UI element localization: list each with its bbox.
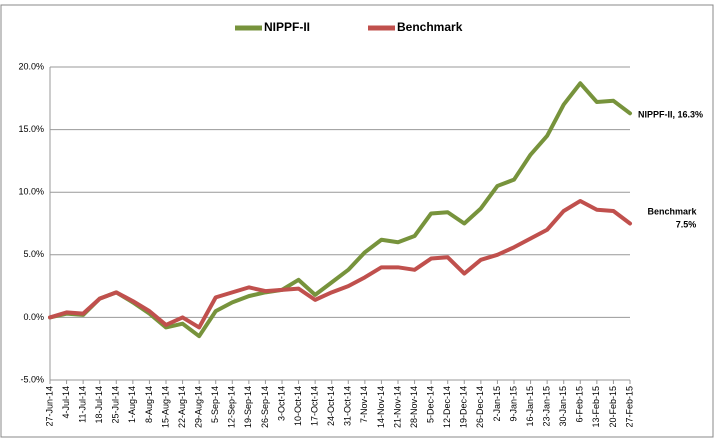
x-tick-label: 21-Nov-14 bbox=[392, 386, 402, 428]
x-tick-label: 26-Dec-14 bbox=[475, 386, 485, 428]
series-line bbox=[48, 198, 632, 330]
x-tick-label: 3-Oct-14 bbox=[276, 386, 286, 421]
x-tick-label: 30-Jan-15 bbox=[558, 386, 568, 427]
x-tick-label: 18-Jul-14 bbox=[94, 386, 104, 424]
legend-label: NIPPF-II bbox=[264, 20, 310, 34]
x-tick-label: 24-Oct-14 bbox=[326, 386, 336, 426]
x-tick-label: 25-Jul-14 bbox=[111, 386, 121, 424]
y-tick-label: 15.0% bbox=[18, 124, 44, 134]
y-tick-label: 20.0% bbox=[18, 61, 44, 71]
x-tick-label: 7-Nov-14 bbox=[359, 386, 369, 423]
x-tick-label: 4-Jul-14 bbox=[61, 386, 71, 419]
x-tick-label: 16-Jan-15 bbox=[525, 386, 535, 427]
x-tick-label: 13-Feb-15 bbox=[591, 386, 601, 428]
x-tick-label: 19-Dec-14 bbox=[459, 386, 469, 428]
y-tick-label: -5.0% bbox=[20, 374, 44, 384]
x-tick-label: 20-Feb-15 bbox=[608, 386, 618, 428]
x-tick-label: 19-Sep-14 bbox=[243, 386, 253, 428]
x-tick-label: 10-Oct-14 bbox=[293, 386, 303, 426]
annotation: 7.5% bbox=[676, 219, 697, 229]
x-tick-label: 27-Feb-15 bbox=[624, 386, 634, 428]
y-tick-label: 0.0% bbox=[23, 312, 44, 322]
x-tick-label: 6-Feb-15 bbox=[575, 386, 585, 423]
y-tick-label: 10.0% bbox=[18, 187, 44, 197]
x-tick-label: 29-Aug-14 bbox=[194, 386, 204, 428]
y-tick-label: 5.0% bbox=[23, 249, 44, 259]
annotation: Benchmark bbox=[647, 206, 697, 216]
x-tick-label: 2-Jan-15 bbox=[492, 386, 502, 422]
x-tick-label: 15-Aug-14 bbox=[160, 386, 170, 428]
x-tick-label: 22-Aug-14 bbox=[177, 386, 187, 428]
x-tick-label: 14-Nov-14 bbox=[376, 386, 386, 428]
annotation: NIPPF-II, 16.3% bbox=[638, 109, 703, 119]
x-tick-label: 11-Jul-14 bbox=[78, 386, 88, 423]
x-tick-label: 28-Nov-14 bbox=[409, 386, 419, 428]
x-tick-label: 27-Jun-14 bbox=[44, 386, 54, 427]
x-tick-label: 17-Oct-14 bbox=[310, 386, 320, 426]
legend-label: Benchmark bbox=[397, 20, 463, 34]
chart-frame bbox=[0, 4, 714, 438]
x-tick-label: 26-Sep-14 bbox=[260, 386, 270, 428]
x-tick-label: 5-Sep-14 bbox=[210, 386, 220, 423]
x-tick-label: 12-Sep-14 bbox=[227, 386, 237, 428]
x-tick-label: 5-Dec-14 bbox=[426, 386, 436, 423]
x-tick-label: 9-Jan-15 bbox=[508, 386, 518, 422]
x-tick-label: 31-Oct-14 bbox=[343, 386, 353, 426]
x-tick-label: 12-Dec-14 bbox=[442, 386, 452, 428]
x-tick-label: 8-Aug-14 bbox=[144, 386, 154, 423]
x-tick-label: 23-Jan-15 bbox=[542, 386, 552, 427]
x-tick-label: 1-Aug-14 bbox=[127, 386, 137, 423]
